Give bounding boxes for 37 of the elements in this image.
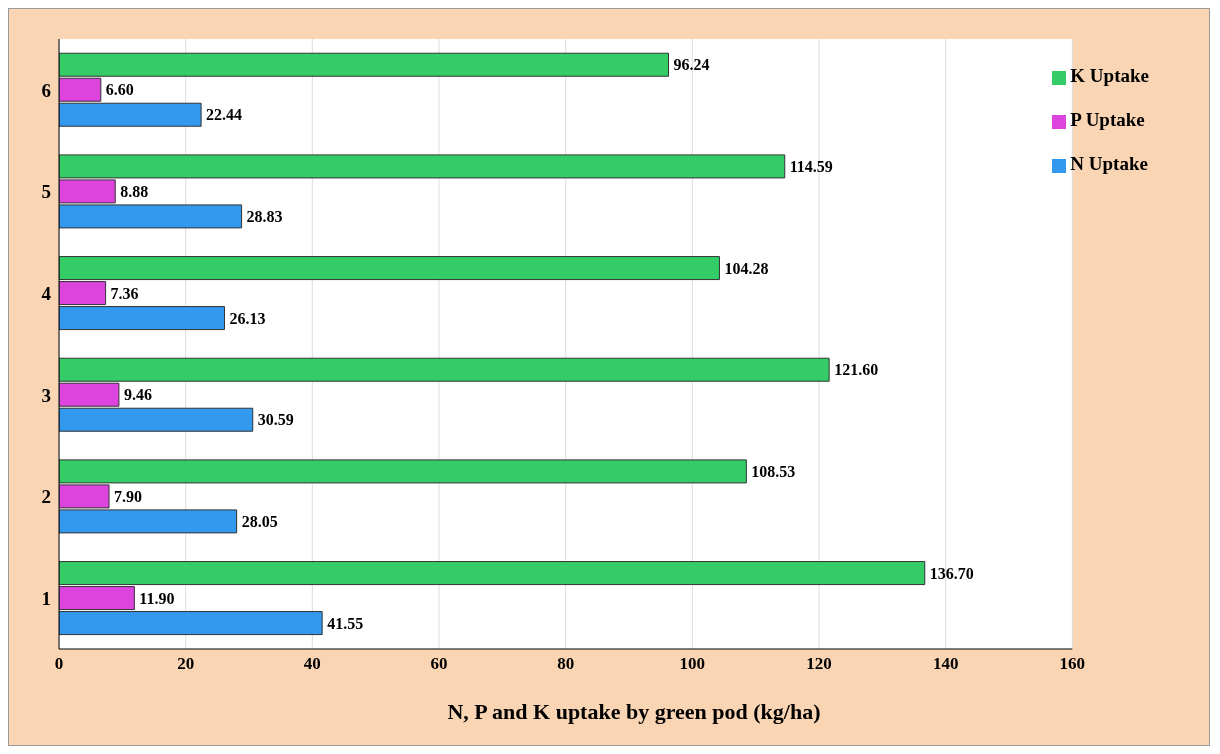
- data-label: 9.46: [123, 386, 152, 404]
- data-label: 114.59: [789, 158, 833, 176]
- x-axis-title: N, P and K uptake by green pod (kg/ha): [446, 699, 822, 725]
- x-tick-label: 60: [430, 654, 448, 674]
- data-label: 28.83: [246, 208, 283, 226]
- y-tick-label: 4: [41, 282, 52, 304]
- data-label: 28.05: [241, 513, 278, 531]
- data-label: 108.53: [751, 463, 796, 481]
- x-tick-label: 80: [557, 654, 575, 674]
- data-label: 8.88: [120, 183, 149, 201]
- data-label: 22.44: [206, 106, 243, 124]
- data-label: 30.59: [257, 411, 294, 429]
- x-tick-label: 120: [806, 654, 832, 674]
- y-tick-label: 3: [41, 384, 51, 406]
- data-label: 96.24: [673, 56, 710, 74]
- data-label: 7.90: [114, 488, 143, 506]
- data-label: 41.55: [327, 614, 364, 632]
- legend-label: P Uptake: [1070, 109, 1145, 130]
- legend-label: K Uptake: [1070, 65, 1149, 86]
- y-tick-label: 6: [41, 79, 51, 101]
- data-label: 26.13: [229, 309, 266, 327]
- y-tick-label: 5: [41, 181, 51, 203]
- x-tick-label: 0: [54, 654, 64, 674]
- x-tick-label: 20: [177, 654, 195, 674]
- data-label: 11.90: [139, 589, 175, 607]
- x-tick-label: 140: [932, 654, 959, 674]
- y-tick-label: 2: [41, 486, 51, 508]
- y-tick-label: 1: [41, 587, 51, 609]
- data-label: 121.60: [834, 361, 879, 379]
- x-tick-label: 100: [679, 654, 706, 674]
- legend-label: N Uptake: [1070, 153, 1148, 174]
- x-tick-label: 40: [303, 654, 321, 674]
- data-label: 6.60: [105, 81, 134, 99]
- data-label: 136.70: [929, 564, 974, 582]
- x-tick-label: 160: [1059, 654, 1086, 674]
- data-label: 104.28: [724, 259, 769, 277]
- data-label: 7.36: [110, 284, 139, 302]
